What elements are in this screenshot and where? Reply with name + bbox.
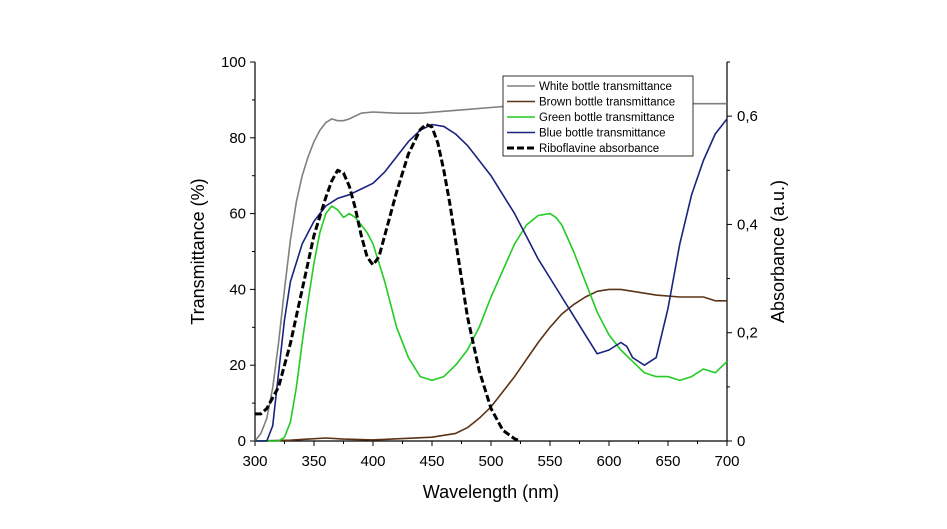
y-left-tick-label: 20 [229, 357, 246, 374]
legend-label: Riboflavine absorbance [539, 143, 659, 155]
y-left-tick-label: 0 [238, 433, 246, 450]
series-layer [254, 102, 728, 443]
x-tick-label: 500 [478, 453, 503, 470]
x-tick-label: 450 [419, 453, 444, 470]
legend-label: Blue bottle transmittance [539, 128, 666, 140]
legend-label: White bottle transmittance [539, 81, 672, 93]
y-left-tick-label: 100 [221, 54, 246, 71]
x-tick-label: 650 [655, 453, 680, 470]
y-right-tick-label: 0,6 [737, 108, 758, 125]
series-line-3 [255, 118, 728, 442]
series-line-1 [254, 288, 727, 442]
y-left-tick-label: 80 [229, 130, 246, 147]
legend-box [502, 75, 694, 157]
series-line-0 [254, 102, 727, 442]
x-axis: 300 350 400 450 500 550 600 650 700 [242, 441, 740, 470]
legend-label: Green bottle transmittance [539, 112, 675, 124]
y-axis-right: 0 0,2 0,4 0,6 [727, 61, 758, 450]
legend-label: Brown bottle transmittance [539, 97, 675, 109]
series-line-2 [255, 205, 728, 442]
y-right-tick-label: 0,2 [737, 325, 758, 342]
series-line-4 [255, 122, 522, 443]
x-tick-label: 700 [714, 453, 739, 470]
x-tick-label: 600 [596, 453, 621, 470]
x-tick-label: 300 [242, 453, 267, 470]
y-right-tick-label: 0 [737, 433, 745, 450]
x-tick-label: 350 [301, 453, 326, 470]
y-left-tick-label: 40 [229, 281, 246, 298]
y-axis-title-right: Absorbance (a.u.) [768, 180, 788, 323]
y-left-tick-label: 60 [229, 206, 246, 223]
y-axis-title-left: Transmittance (%) [188, 178, 208, 324]
x-tick-label: 400 [360, 453, 385, 470]
y-right-tick-label: 0,4 [737, 216, 758, 233]
x-axis-title: Wavelength (nm) [423, 482, 559, 502]
x-tick-label: 550 [537, 453, 562, 470]
legend: White bottle transmittance Brown bottle t… [502, 75, 694, 157]
y-axis-left: 0 20 40 60 80 100 [221, 54, 255, 450]
